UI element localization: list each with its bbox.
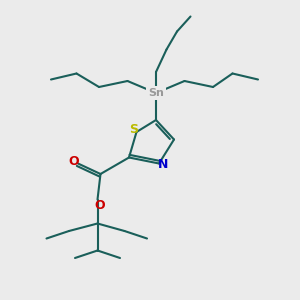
Text: O: O: [94, 199, 105, 212]
Text: O: O: [68, 154, 79, 168]
Text: S: S: [130, 123, 139, 136]
Text: Sn: Sn: [148, 88, 164, 98]
Text: N: N: [158, 158, 169, 172]
